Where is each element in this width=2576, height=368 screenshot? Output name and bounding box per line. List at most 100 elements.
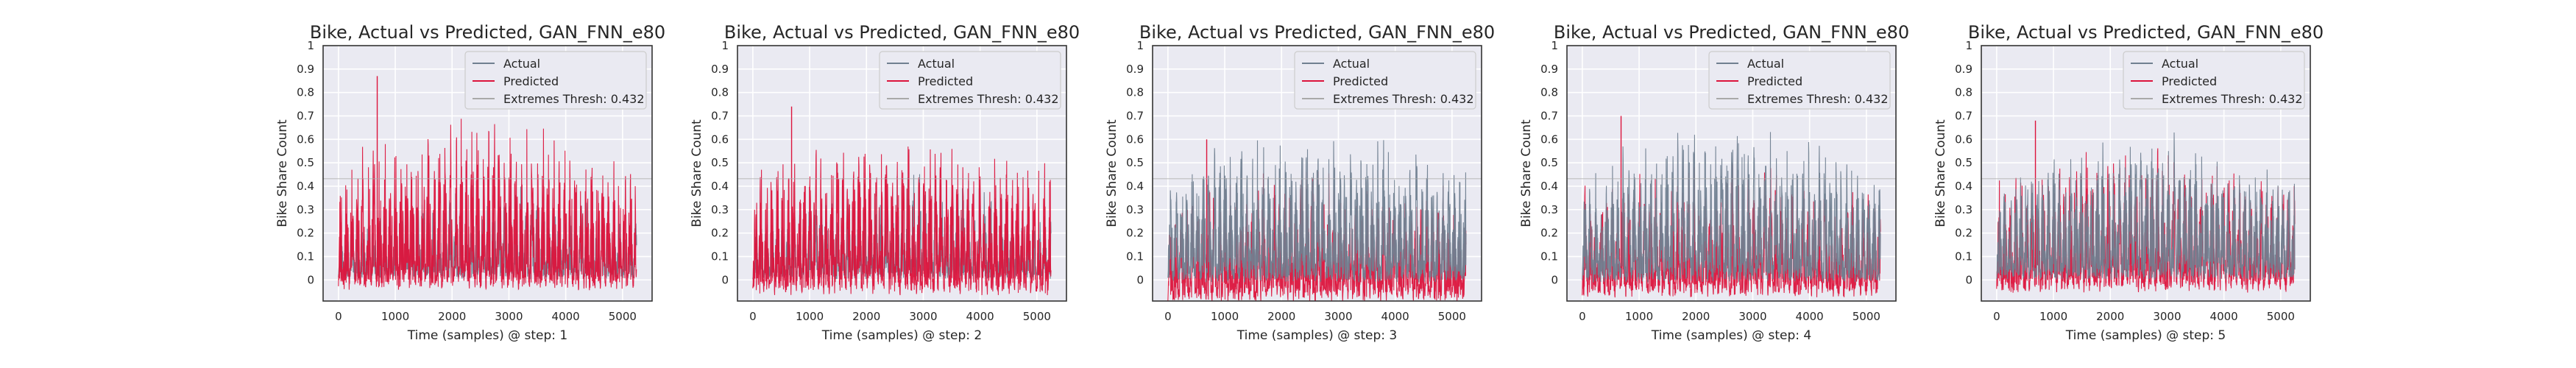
legend-predicted-label: Predicted bbox=[918, 74, 973, 88]
y-tick-label: 0.8 bbox=[297, 86, 314, 99]
x-tick-label: 2000 bbox=[2096, 310, 2124, 323]
legend-predicted-label: Predicted bbox=[2162, 74, 2217, 88]
x-axis-label: Time (samples) @ step: 5 bbox=[2065, 328, 2226, 343]
y-tick-label: 0 bbox=[1965, 273, 1972, 286]
axes-frame bbox=[1152, 45, 1482, 302]
y-tick-label: 1 bbox=[1551, 39, 1558, 52]
y-axis-label: Bike Share Count bbox=[690, 119, 704, 227]
y-tick-label: 0.4 bbox=[1955, 180, 1972, 193]
y-tick-label: 0.6 bbox=[1955, 132, 1972, 146]
y-tick-label: 0.7 bbox=[1126, 110, 1144, 123]
x-axis-label: Time (samples) @ step: 3 bbox=[1236, 328, 1397, 343]
y-tick-label: 0.8 bbox=[1540, 86, 1558, 99]
x-tick-label: 0 bbox=[335, 310, 342, 323]
y-tick-label: 0.9 bbox=[297, 63, 314, 76]
y-tick-label: 0.8 bbox=[1955, 86, 1972, 99]
chart-panel-5: 0 0.1 0.2 0.3 0.4 0.5 0.6 0.7 0.8 0.9 1 0 1000 2000 30… bbox=[1933, 22, 2324, 343]
axes-frame bbox=[322, 45, 653, 302]
y-tick-label: 0.1 bbox=[711, 250, 729, 263]
legend-threshold-label: Extremes Thresh: 0.432 bbox=[503, 92, 645, 106]
y-tick-label: 0 bbox=[307, 273, 314, 286]
y-tick-label: 0.7 bbox=[1540, 110, 1558, 123]
y-tick-label: 0.3 bbox=[297, 203, 314, 216]
y-tick-label: 0.5 bbox=[1955, 156, 1972, 169]
y-tick-label: 0.6 bbox=[711, 132, 729, 146]
y-tick-label: 0.1 bbox=[297, 250, 314, 263]
axes-frame bbox=[1981, 45, 2311, 302]
y-tick-label: 1 bbox=[307, 39, 314, 52]
legend-predicted-label: Predicted bbox=[503, 74, 559, 88]
legend-box bbox=[1294, 51, 1476, 110]
x-tick-label: 1000 bbox=[1211, 310, 1239, 323]
y-tick-label: 0 bbox=[1136, 273, 1144, 286]
predicted-series-line bbox=[752, 146, 1052, 296]
x-tick-label: 0 bbox=[749, 310, 757, 323]
y-tick-label: 0.4 bbox=[1126, 180, 1144, 193]
x-tick-label: 3000 bbox=[495, 310, 523, 323]
y-tick-label: 0.1 bbox=[1126, 250, 1144, 263]
x-tick-label: 2000 bbox=[1267, 310, 1295, 323]
legend-actual-label: Actual bbox=[503, 57, 540, 71]
y-axis-label: Bike Share Count bbox=[1105, 119, 1119, 227]
y-tick-label: 0.4 bbox=[1540, 180, 1558, 193]
y-tick-label: 0.6 bbox=[1540, 132, 1558, 146]
chart-title: Bike, Actual vs Predicted, GAN_FNN_e80 bbox=[724, 22, 1080, 43]
legend-box bbox=[1708, 51, 1891, 110]
x-tick-label: 1000 bbox=[1625, 310, 1653, 323]
x-axis-label: Time (samples) @ step: 1 bbox=[407, 328, 567, 343]
y-tick-label: 0.3 bbox=[711, 203, 729, 216]
series-group bbox=[338, 76, 637, 291]
y-tick-label: 0.6 bbox=[1126, 132, 1144, 146]
axes-frame bbox=[1566, 45, 1897, 302]
y-axis-label: Bike Share Count bbox=[1519, 119, 1534, 227]
y-tick-label: 0 bbox=[1551, 273, 1558, 286]
y-tick-label: 0.2 bbox=[1540, 227, 1558, 240]
chart-panel-1: 0 0.1 0.2 0.3 0.4 0.5 0.6 0.7 0.8 0.9 1 0 1000 2000 30… bbox=[275, 22, 665, 343]
y-tick-label: 0.3 bbox=[1126, 203, 1144, 216]
x-tick-label: 3000 bbox=[909, 310, 937, 323]
y-tick-label: 1 bbox=[1965, 39, 1972, 52]
x-tick-label: 5000 bbox=[1438, 310, 1466, 323]
x-axis-label: Time (samples) @ step: 2 bbox=[821, 328, 982, 343]
y-tick-label: 0.8 bbox=[711, 86, 729, 99]
x-tick-label: 3000 bbox=[2153, 310, 2181, 323]
y-tick-label: 0.3 bbox=[1540, 203, 1558, 216]
x-tick-label: 4000 bbox=[1796, 310, 1824, 323]
x-tick-label: 5000 bbox=[1023, 310, 1051, 323]
series-group bbox=[1582, 116, 1881, 298]
y-tick-label: 0.3 bbox=[1955, 203, 1972, 216]
actual-series-line bbox=[1582, 132, 1881, 283]
series-group bbox=[1167, 139, 1467, 301]
legend-box bbox=[464, 51, 647, 110]
x-tick-label: 4000 bbox=[2210, 310, 2238, 323]
x-tick-label: 3000 bbox=[1738, 310, 1766, 323]
y-tick-label: 0.9 bbox=[1955, 63, 1972, 76]
x-tick-label: 2000 bbox=[1682, 310, 1710, 323]
legend-threshold-label: Extremes Thresh: 0.432 bbox=[1333, 92, 1474, 106]
chart-title: Bike, Actual vs Predicted, GAN_FNN_e80 bbox=[1554, 22, 1909, 43]
legend: Actual Predicted Extremes Thresh: 0.432 bbox=[1294, 51, 1476, 110]
actual-series-line bbox=[1996, 132, 2296, 280]
legend: Actual Predicted Extremes Thresh: 0.432 bbox=[1708, 51, 1891, 110]
x-tick-label: 3000 bbox=[1324, 310, 1352, 323]
legend-actual-label: Actual bbox=[1747, 57, 1784, 71]
y-tick-label: 0.4 bbox=[711, 180, 729, 193]
y-tick-label: 0.5 bbox=[1540, 156, 1558, 169]
y-tick-label: 0.6 bbox=[297, 132, 314, 146]
x-tick-label: 4000 bbox=[1381, 310, 1409, 323]
y-tick-label: 0.2 bbox=[711, 227, 729, 240]
y-tick-label: 0.5 bbox=[1126, 156, 1144, 169]
legend: Actual Predicted Extremes Thresh: 0.432 bbox=[879, 51, 1061, 110]
y-tick-label: 0.2 bbox=[1955, 227, 1972, 240]
legend-actual-label: Actual bbox=[2162, 57, 2198, 71]
x-tick-label: 1000 bbox=[2039, 310, 2067, 323]
y-tick-label: 0.7 bbox=[297, 110, 314, 123]
axes-frame bbox=[737, 45, 1067, 302]
chart-panel-4: 0 0.1 0.2 0.3 0.4 0.5 0.6 0.7 0.8 0.9 1 0 1000 2000 30… bbox=[1519, 22, 1909, 343]
y-tick-label: 0.1 bbox=[1955, 250, 1972, 263]
y-tick-label: 0.2 bbox=[1126, 227, 1144, 240]
legend-threshold-label: Extremes Thresh: 0.432 bbox=[2162, 92, 2303, 106]
y-tick-label: 0.2 bbox=[297, 227, 314, 240]
chart-title: Bike, Actual vs Predicted, GAN_FNN_e80 bbox=[1139, 22, 1495, 43]
y-tick-label: 0.9 bbox=[711, 63, 729, 76]
